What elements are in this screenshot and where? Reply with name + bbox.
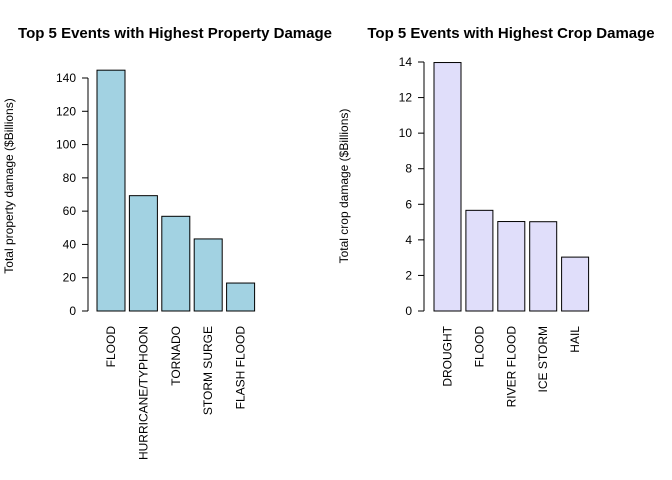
y-tick-label: 6 [405, 197, 412, 211]
y-tick-label: 4 [405, 233, 412, 247]
x-category-label: RIVER FLOOD [504, 326, 518, 408]
y-tick-label: 20 [63, 271, 77, 285]
x-category-label: HURRICANE/TYPHOON [136, 326, 150, 460]
y-tick-label: 0 [69, 304, 76, 318]
y-tick-label: 60 [63, 204, 77, 218]
chart-panel-2: Top 5 Events with Highest Crop Damage Tot… [337, 25, 655, 407]
bar-hail [561, 256, 590, 312]
x-category-label: FLASH FLOOD [234, 326, 248, 410]
y-tick-label: 12 [399, 91, 413, 105]
x-category-label: DROUGHT [441, 325, 455, 386]
bar-flood [96, 69, 126, 312]
bar-hurricane-typhoon [128, 195, 158, 312]
bar-flood [465, 209, 494, 312]
bar-drought [433, 62, 462, 312]
y-tick-label: 8 [405, 162, 412, 176]
x-category-label: FLOOD [472, 326, 486, 368]
y-axis-label: Total crop damage ($Billions) [337, 109, 351, 264]
bar-river-flood [497, 221, 526, 312]
y-tick-label: 140 [56, 71, 76, 85]
y-tick-label: 2 [405, 268, 412, 282]
bar-ice-storm [529, 221, 558, 312]
y-tick-label: 80 [63, 171, 77, 185]
bar-flash-flood [226, 282, 256, 312]
y-tick-label: 100 [56, 138, 76, 152]
x-category-label: TORNADO [169, 326, 183, 386]
x-category-label: ICE STORM [536, 326, 550, 392]
y-tick-label: 40 [63, 237, 77, 251]
y-tick-label: 120 [56, 104, 76, 118]
x-category-label: STORM SURGE [201, 326, 215, 415]
chart-panel-1: Top 5 Events with Highest Property Damag… [2, 25, 332, 460]
y-axis-label: Total property damage ($Billions) [2, 98, 16, 273]
x-category-label: FLOOD [104, 326, 118, 368]
x-category-label: HAIL [568, 326, 582, 353]
chart-title: Top 5 Events with Highest Crop Damage [367, 25, 654, 42]
y-tick-label: 14 [399, 55, 413, 69]
y-tick-label: 0 [405, 304, 412, 318]
y-tick-label: 10 [399, 126, 413, 140]
chart-title: Top 5 Events with Highest Property Damag… [18, 25, 332, 42]
bar-tornado [161, 215, 191, 312]
bar-storm-surge [193, 238, 223, 312]
